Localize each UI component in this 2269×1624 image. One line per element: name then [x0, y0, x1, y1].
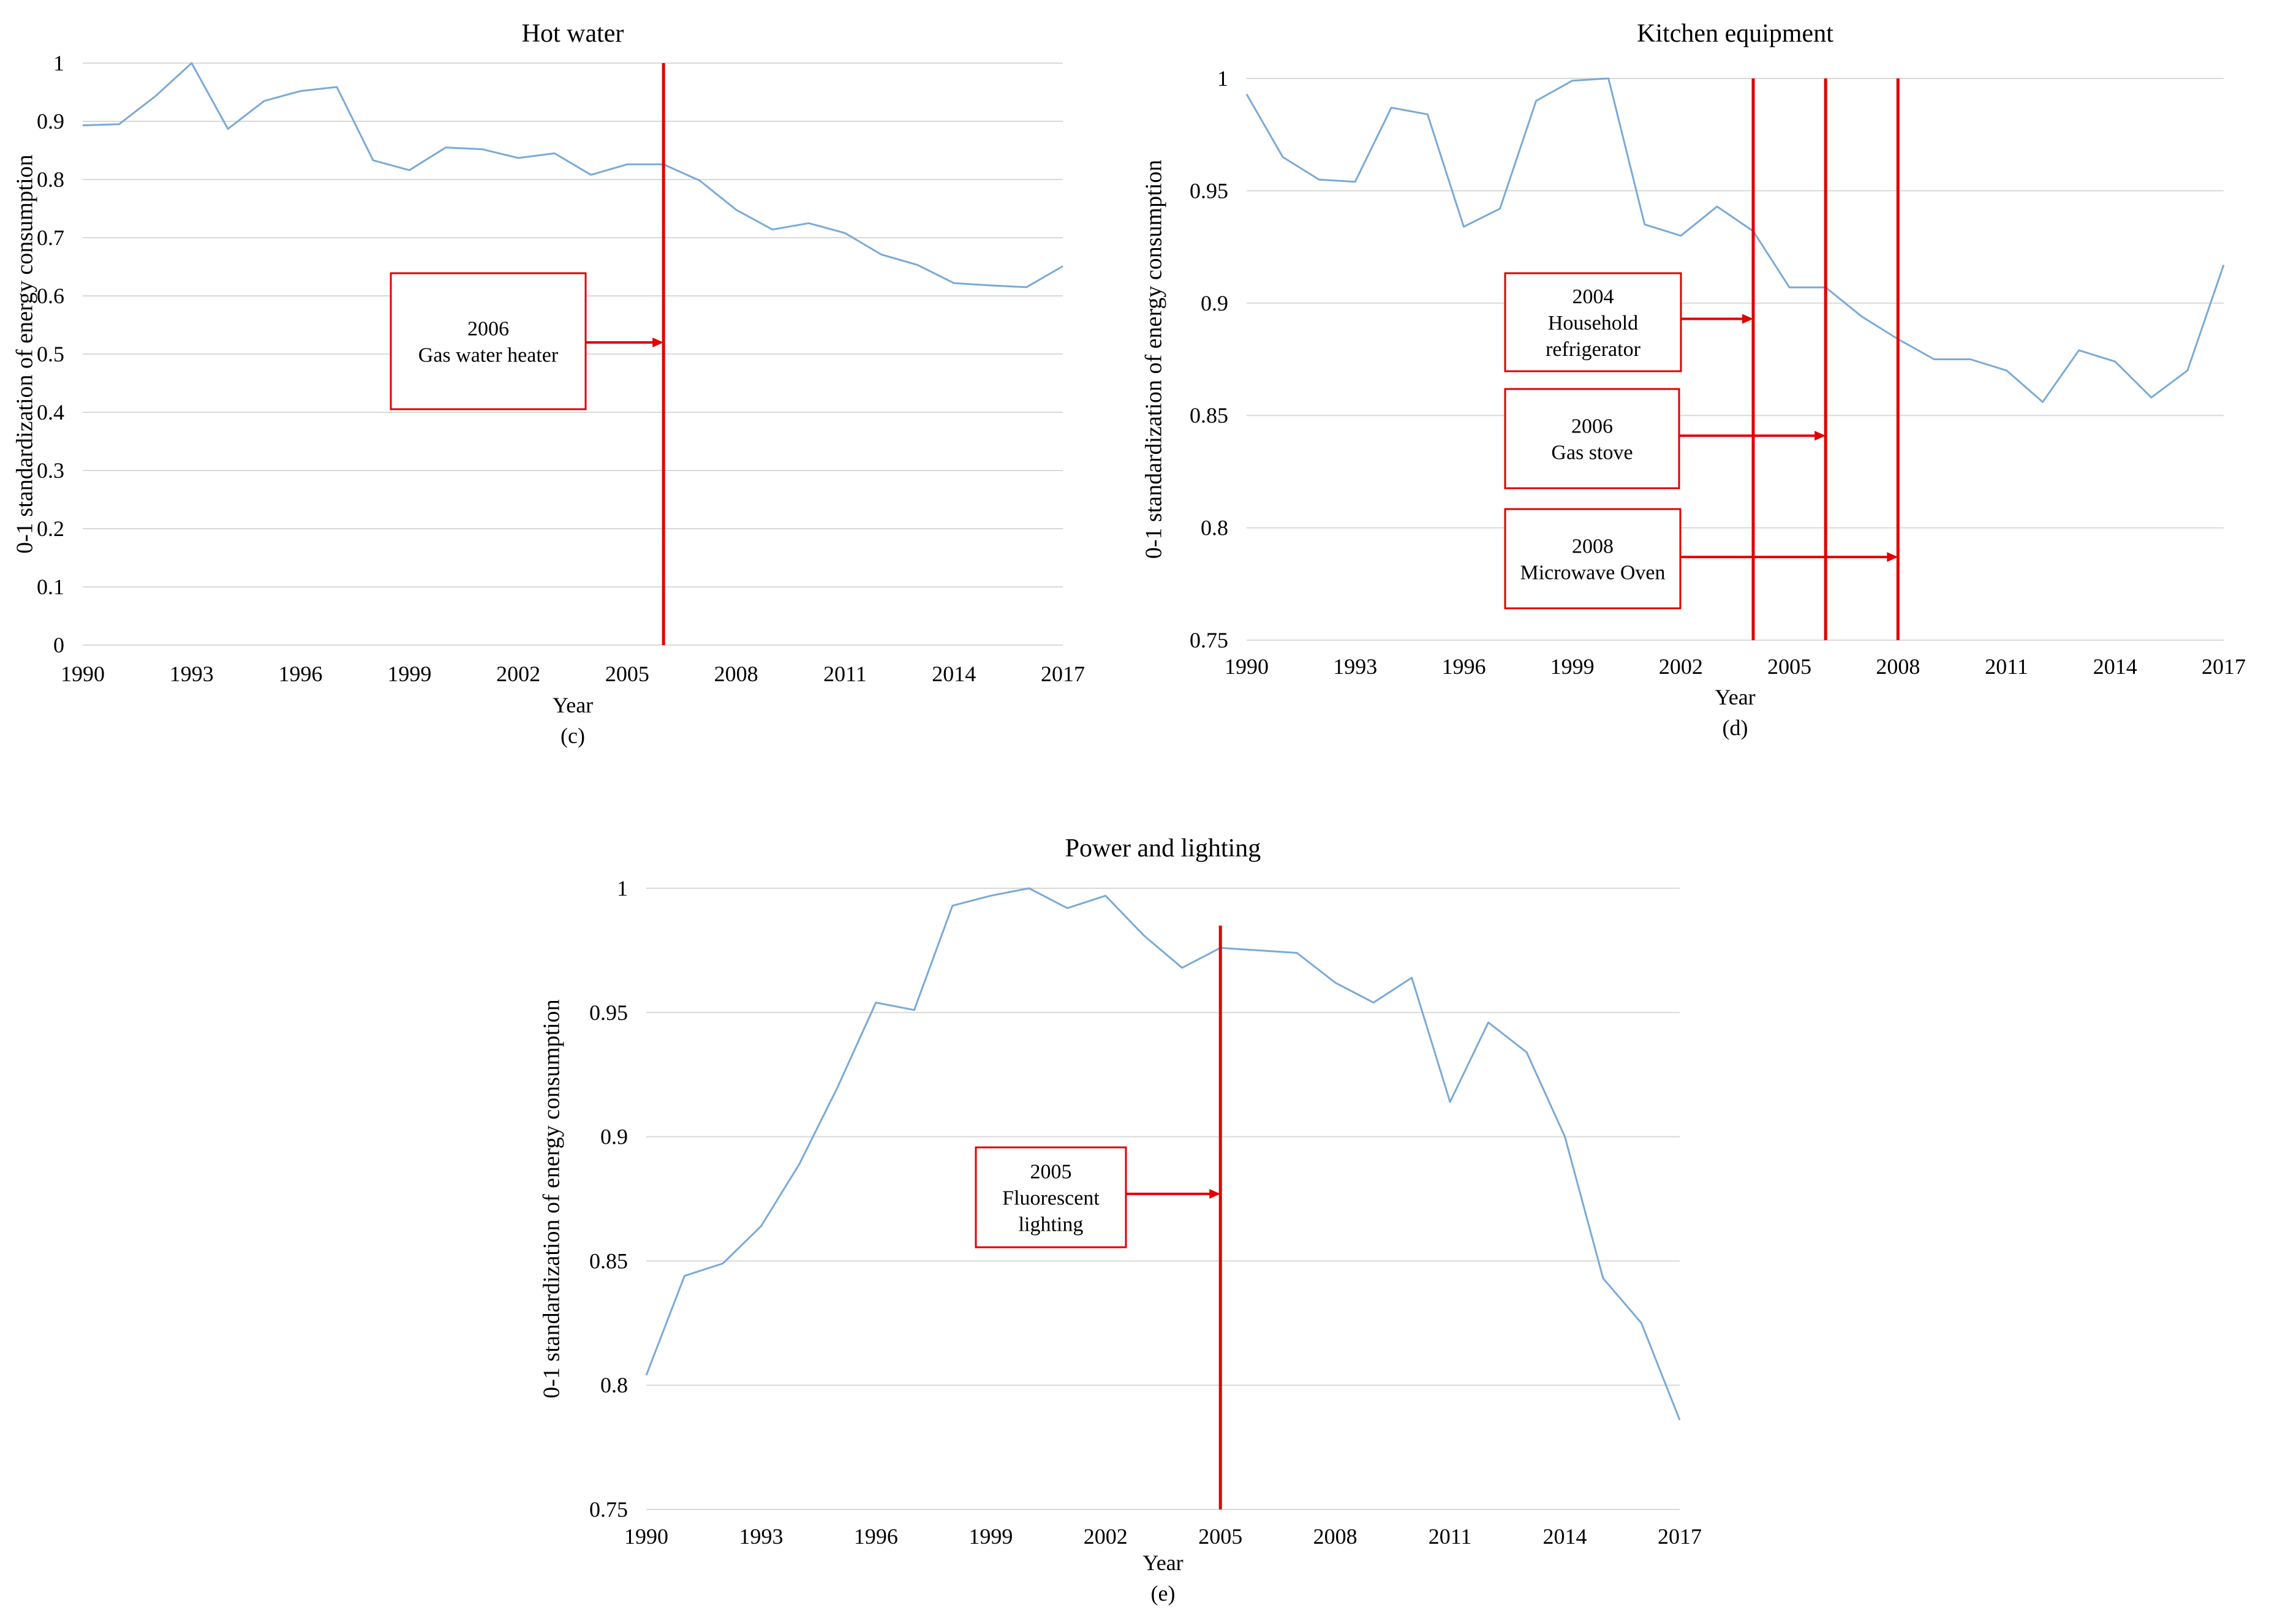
- event-label-text: Gas water heater: [418, 344, 559, 367]
- x-tick-label: 2011: [823, 662, 867, 686]
- x-tick-label: 2017: [2202, 654, 2246, 679]
- event-label-text: Household: [1548, 312, 1638, 334]
- x-tick-label: 1990: [61, 662, 105, 686]
- y-tick-label: 0: [53, 633, 64, 657]
- y-tick-label: 0.8: [1201, 516, 1228, 540]
- y-tick-label: 0.9: [37, 109, 64, 134]
- x-tick-label: 2005: [605, 662, 649, 686]
- y-tick-label: 0.9: [1201, 291, 1228, 315]
- event-label-text: 2006: [467, 318, 509, 341]
- y-axis-label: 0-1 standardization of energy consumptio…: [539, 999, 565, 1398]
- event-arrowhead: [1814, 431, 1826, 441]
- y-tick-label: 0.7: [37, 225, 64, 250]
- x-tick-label: 1996: [854, 1524, 898, 1549]
- x-tick-label: 2002: [1659, 654, 1703, 679]
- series-line: [1245, 77, 2225, 403]
- x-tick-label: 1999: [387, 662, 431, 686]
- x-tick-label: 2008: [1313, 1524, 1357, 1549]
- x-tick-label: 1993: [170, 662, 214, 686]
- event-label-box: [1504, 388, 1680, 489]
- x-tick-label: 1999: [1550, 654, 1595, 679]
- x-tick-label: 2008: [714, 662, 758, 686]
- x-tick-label: 2014: [1543, 1524, 1587, 1549]
- y-tick-label: 0.9: [600, 1125, 628, 1149]
- y-tick-label: 0.4: [37, 400, 64, 425]
- event-label-box: [975, 1146, 1127, 1248]
- x-tick-label: 2017: [1658, 1524, 1702, 1549]
- y-tick-label: 0.75: [1190, 628, 1228, 652]
- y-tick-label: 0.95: [589, 1000, 628, 1025]
- y-tick-label: 1: [1217, 66, 1228, 91]
- x-tick-label: 1990: [624, 1524, 668, 1549]
- chart-caption: (e): [1151, 1581, 1176, 1606]
- event-label-text: refrigerator: [1546, 338, 1640, 361]
- y-tick-label: 0.5: [37, 342, 64, 366]
- x-tick-label: 2011: [1985, 654, 2028, 679]
- x-tick-label: 1993: [1333, 654, 1377, 679]
- chart-title: Kitchen equipment: [1637, 20, 1833, 48]
- event-label-box: [1504, 272, 1682, 372]
- event-label-text: 2006: [1571, 415, 1613, 438]
- event-label-text: lighting: [1019, 1214, 1084, 1236]
- y-tick-label: 0.6: [37, 284, 64, 308]
- x-tick-label: 2005: [1198, 1524, 1242, 1549]
- y-tick-label: 0.3: [37, 458, 64, 483]
- event-label-box: [390, 272, 587, 410]
- y-tick-label: 0.85: [1190, 403, 1228, 428]
- x-tick-label: 2017: [1041, 662, 1085, 686]
- chart-power-and-lighting: 0.75 0.8 0.85 0.9 0.95 1 1990 1993 1996 1999 2002 2…: [539, 834, 1702, 1606]
- y-tick-label: 0.8: [600, 1373, 628, 1397]
- y-tick-label: 1: [53, 51, 64, 75]
- chart-hot-water: 0 0.1 0.2 0.3 0.4 0.5 0.6 0.7 0.8 0.9 1 1990 1993 199…: [12, 20, 1085, 748]
- x-tick-label: 2011: [1429, 1524, 1472, 1549]
- y-axis-label: 0-1 standardization of energy consumptio…: [12, 154, 38, 553]
- event-arrowhead: [1209, 1188, 1221, 1199]
- event-label-text: 2008: [1572, 535, 1614, 558]
- x-tick-label: 1996: [1441, 654, 1486, 679]
- y-tick-label: 0.85: [589, 1248, 628, 1273]
- x-tick-label: 2014: [2093, 654, 2137, 679]
- series-line: [82, 62, 1063, 289]
- y-axis-label: 0-1 standardization of energy consumptio…: [1141, 160, 1167, 559]
- y-tick-label: 0.75: [589, 1497, 628, 1522]
- y-tick-label: 0.95: [1190, 178, 1228, 203]
- event-arrowhead: [1887, 552, 1898, 562]
- x-tick-label: 2008: [1876, 654, 1920, 679]
- x-axis-label: Year: [553, 693, 593, 717]
- x-tick-label: 2005: [1767, 654, 1811, 679]
- series-line: [645, 887, 1681, 1421]
- event-label-text: Fluorescent: [1002, 1187, 1100, 1210]
- event-label-text: Gas stove: [1551, 442, 1633, 464]
- x-tick-label: 2002: [1084, 1524, 1128, 1549]
- x-tick-label: 2002: [496, 662, 540, 686]
- x-tick-label: 1993: [739, 1524, 783, 1549]
- x-tick-label: 1999: [968, 1524, 1013, 1549]
- x-axis-label: Year: [1142, 1550, 1183, 1575]
- event-label-box: [1504, 508, 1682, 610]
- y-tick-label: 1: [617, 876, 628, 901]
- chart-kitchen-equipment: 0.75 0.8 0.85 0.9 0.95 1 1990 1993 1996 1999 2002 2…: [1141, 20, 2246, 740]
- y-tick-label: 0.8: [37, 167, 64, 192]
- chart-title: Power and lighting: [1065, 834, 1261, 863]
- chart-caption: (c): [561, 723, 585, 748]
- chart-caption: (d): [1723, 716, 1748, 740]
- chart-title: Hot water: [522, 20, 624, 48]
- x-axis-label: Year: [1715, 685, 1755, 709]
- event-arrowhead: [1742, 314, 1754, 324]
- x-tick-label: 1990: [1225, 654, 1269, 679]
- x-tick-label: 1996: [279, 662, 323, 686]
- event-label-text: 2005: [1030, 1161, 1072, 1184]
- event-label-text: Microwave Oven: [1520, 562, 1666, 584]
- x-tick-label: 2014: [932, 662, 976, 686]
- y-tick-label: 0.2: [37, 516, 64, 541]
- y-tick-label: 0.1: [37, 575, 64, 599]
- event-arrowhead: [652, 338, 664, 347]
- event-label-text: 2004: [1572, 285, 1614, 308]
